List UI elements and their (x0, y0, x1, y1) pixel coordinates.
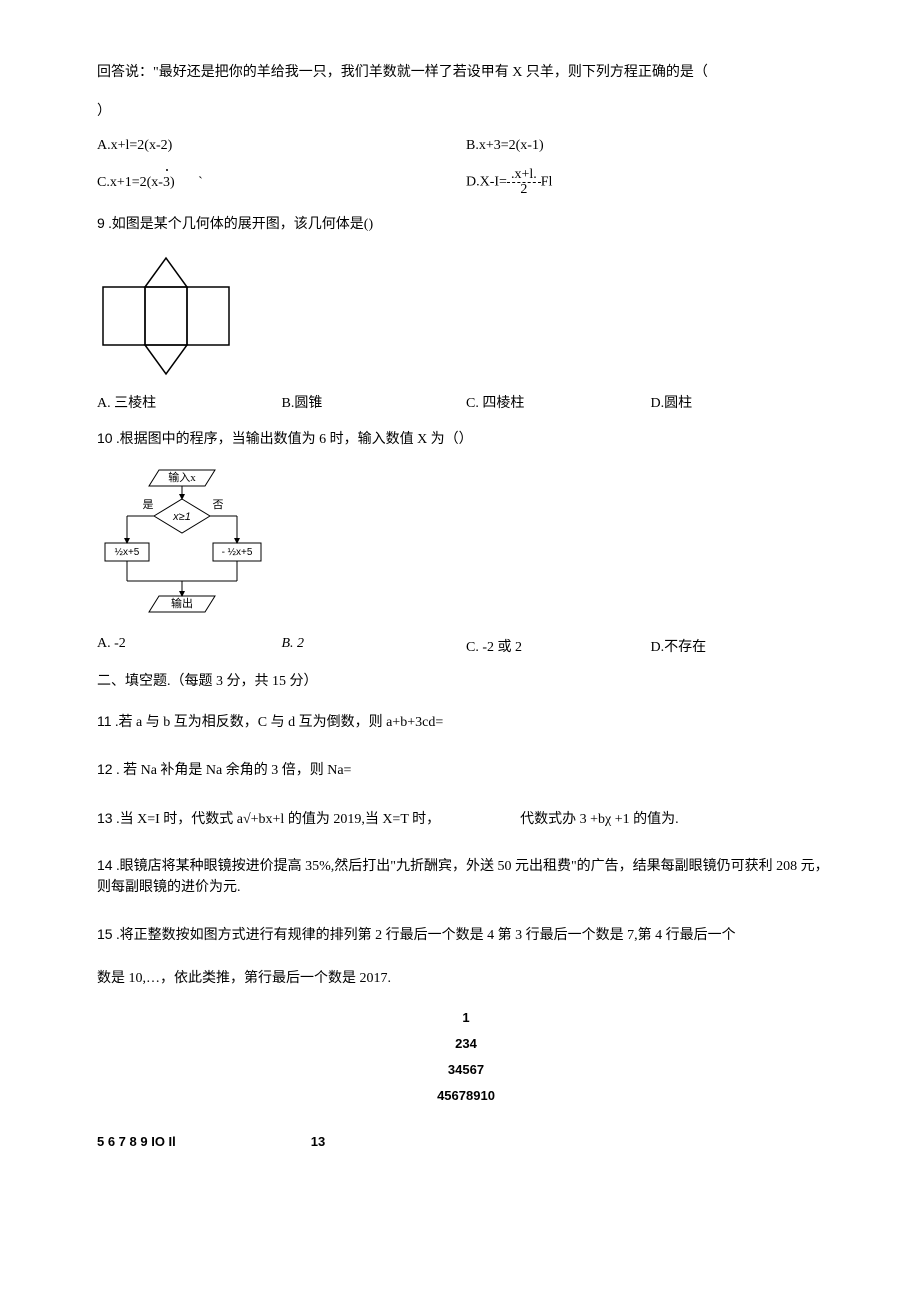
option-a: A.x+l=2(x-2) (97, 138, 466, 154)
pyramid-row-3: 34567 (97, 1057, 835, 1083)
q10-number: 10 (97, 430, 113, 446)
q9-option-a: A. 三棱柱 (97, 392, 282, 412)
q9-number: 9 (97, 215, 105, 231)
option-d-suffix: Fl (541, 175, 553, 190)
q15-text-1: .将正整数按如图方式进行有规律的排列第 2 行最后一个数是 4 第 3 行最后一… (113, 928, 736, 943)
flow-yes-label: 是 (143, 498, 154, 511)
q13-text-1: .当 X=I 时，代数式 a√+bx+l 的值为 2019,当 X=T 时， (113, 812, 441, 827)
option-c-prefix: C.x+1=2(x- (97, 175, 163, 190)
flow-output-label: 输出 (171, 596, 193, 610)
option-d: D.X-I=.x+l.2Fl (466, 168, 835, 197)
preamble-options-row-2: C.x+1=2(x-3) ` D.X-I=.x+l.2Fl (97, 168, 835, 197)
bottom-right-text: 13 (311, 1134, 325, 1149)
flow-cond-label: x≥1 (172, 511, 191, 523)
q13-stem: 13 .当 X=I 时，代数式 a√+bx+l 的值为 2019,当 X=T 时… (97, 807, 835, 831)
q9-diagram (97, 252, 835, 382)
option-d-prefix: D.X-I= (466, 175, 507, 190)
q14-stem: 14 .眼镜店将某种眼镜按进价提高 35%,然后打出"九折酬宾，外送 50 元出… (97, 855, 835, 898)
frac-den: 2 (507, 183, 541, 197)
option-c-tick: ` (198, 175, 203, 190)
option-c: C.x+1=2(x-3) ` (97, 175, 466, 191)
q15-number: 15 (97, 926, 113, 942)
q11-number: 11 (97, 713, 112, 729)
q9-option-b: B.圆锥 (282, 392, 467, 412)
q9-option-c: C. 四棱柱 (466, 392, 651, 412)
prism-net-svg (97, 252, 237, 377)
q9-stem: 9 .如图是某个几何体的展开图，该几何体是() (97, 211, 835, 237)
q11-stem: 11 .若 a 与 b 互为相反数，C 与 d 互为倒数，则 a+b+3cd= (97, 710, 835, 734)
bottom-left-text: 5 6 7 8 9 IO Il (97, 1134, 176, 1149)
flow-left-label: ½x+5 (115, 547, 140, 558)
pyramid-row-4: 45678910 (97, 1083, 835, 1109)
bottom-row: 5 6 7 8 9 IO Il 13 (97, 1134, 835, 1149)
option-d-fraction: .x+l.2 (507, 168, 541, 197)
flow-no-label: 否 (213, 499, 224, 511)
frac-num: .x+l. (507, 168, 541, 183)
q13-text-2: 代数式办 3 +bχ +1 的值为. (520, 812, 679, 827)
q15-stem-1: 15 .将正整数按如图方式进行有规律的排列第 2 行最后一个数是 4 第 3 行… (97, 922, 835, 948)
q10-option-a: A. -2 (97, 636, 282, 656)
preamble-options-row-1: A.x+l=2(x-2) B.x+3=2(x-1) (97, 138, 835, 154)
q12-number: 12 (97, 761, 113, 777)
q15-stem-2: 数是 10,…，依此类推，第行最后一个数是 2017. (97, 966, 835, 991)
flow-right-label: - ½x+5 (222, 547, 253, 558)
q12-text: . 若 Na 补角是 Na 余角的 3 倍，则 Na= (113, 763, 352, 778)
preamble-text-2: ） (97, 99, 835, 124)
q11-text: .若 a 与 b 互为相反数，C 与 d 互为倒数，则 a+b+3cd= (112, 715, 444, 730)
q12-stem: 12 . 若 Na 补角是 Na 余角的 3 倍，则 Na= (97, 758, 835, 782)
q10-options: A. -2 B. 2 C. -2 或 2 D.不存在 (97, 636, 835, 656)
flow-input-label: 输入x (168, 470, 196, 484)
section-2-title: 二、填空题.（每题 3 分，共 15 分） (97, 670, 835, 690)
option-c-dot: 3 (163, 175, 170, 190)
q10-option-b: B. 2 (282, 636, 467, 656)
flowchart-svg: 输入x x≥1 是 否 ½x+5 - ½x+5 输出 (97, 466, 277, 621)
option-c-suffix: ) (170, 175, 175, 190)
q10-text: .根据图中的程序，当输出数值为 6 时，输入数值 X 为（） (113, 432, 473, 447)
q10-flowchart: 输入x x≥1 是 否 ½x+5 - ½x+5 输出 (97, 466, 835, 626)
q14-number: 14 (97, 857, 113, 873)
option-b: B.x+3=2(x-1) (466, 138, 835, 154)
q9-text: .如图是某个几何体的展开图，该几何体是() (105, 217, 373, 232)
q10-option-d: D.不存在 (651, 636, 836, 656)
q13-number: 13 (97, 810, 113, 826)
number-pyramid: 1 234 34567 45678910 (97, 1005, 835, 1109)
q10-option-c: C. -2 或 2 (466, 636, 651, 656)
preamble-text-1: 回答说："最好还是把你的羊给我一只，我们羊数就一样了若设甲有 X 只羊，则下列方… (97, 60, 835, 85)
pyramid-row-1: 1 (97, 1005, 835, 1031)
q10-stem: 10 .根据图中的程序，当输出数值为 6 时，输入数值 X 为（） (97, 426, 835, 452)
q9-options: A. 三棱柱 B.圆锥 C. 四棱柱 D.圆柱 (97, 392, 835, 412)
pyramid-row-2: 234 (97, 1031, 835, 1057)
q9-option-d: D.圆柱 (651, 392, 836, 412)
q14-text: .眼镜店将某种眼镜按进价提高 35%,然后打出"九折酬宾，外送 50 元出租费"… (97, 859, 829, 895)
